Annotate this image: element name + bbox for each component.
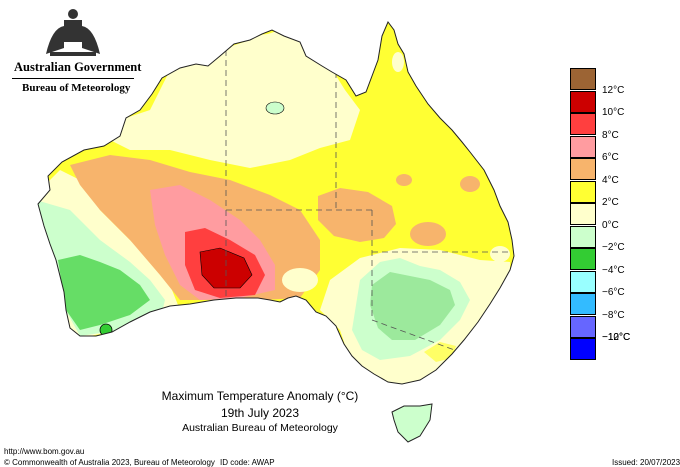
legend-label: 4°C [602,174,619,186]
legend-label: 0°C [602,219,619,231]
legend-swatch [570,270,596,293]
coat-of-arms-icon [46,9,100,56]
footer-url[interactable]: http://www.bom.gov.au [4,447,85,456]
legend-swatch [570,338,596,360]
tasmania [391,403,433,443]
legend-swatch [570,135,596,158]
color-legend: 12°C 10°C 8°C 6°C 4°C 2°C 0°C −2°C −4°C −6°C −8°C −… [570,68,630,380]
map-date: 19th July 2023 [220,406,300,420]
government-label: Australian Government [14,60,142,74]
legend-swatch [570,293,596,315]
legend-label: −4°C [602,264,625,276]
legend-label: −10°C [602,332,631,343]
legend-swatch [570,248,596,270]
legend-swatch [570,158,596,180]
legend-label: −12°C [602,332,631,343]
bureau-label: Bureau of Meteorology [22,82,131,94]
footer-id-code: ID code: AWAP [220,458,275,467]
legend-swatch [570,315,596,338]
footer-copyright: © Commonwealth of Australia 2023, Bureau… [4,458,215,467]
government-logo: Australian Government Bureau of Meteorol… [8,8,142,98]
map-title: Maximum Temperature Anomaly (°C) [161,389,359,403]
legend-label: −8°C [602,309,625,321]
legend-swatch [570,203,596,225]
legend-label: −6°C [602,287,625,298]
legend-label: 8°C [602,129,619,141]
legend-swatch [570,68,596,90]
legend-swatch [570,113,596,135]
legend-label: 10°C [602,107,625,118]
legend-swatch [570,225,596,248]
logo-divider [12,78,134,79]
legend-label: −2°C [602,242,625,253]
footer-issued: Issued: 20/07/2023 [612,458,680,467]
legend-swatch [570,90,596,113]
legend-label: 12°C [602,84,625,96]
legend-swatch [570,180,596,203]
map-agency: Australian Bureau of Meteorology [182,422,338,434]
legend-label: 6°C [602,152,619,163]
legend-label: 2°C [602,197,619,208]
